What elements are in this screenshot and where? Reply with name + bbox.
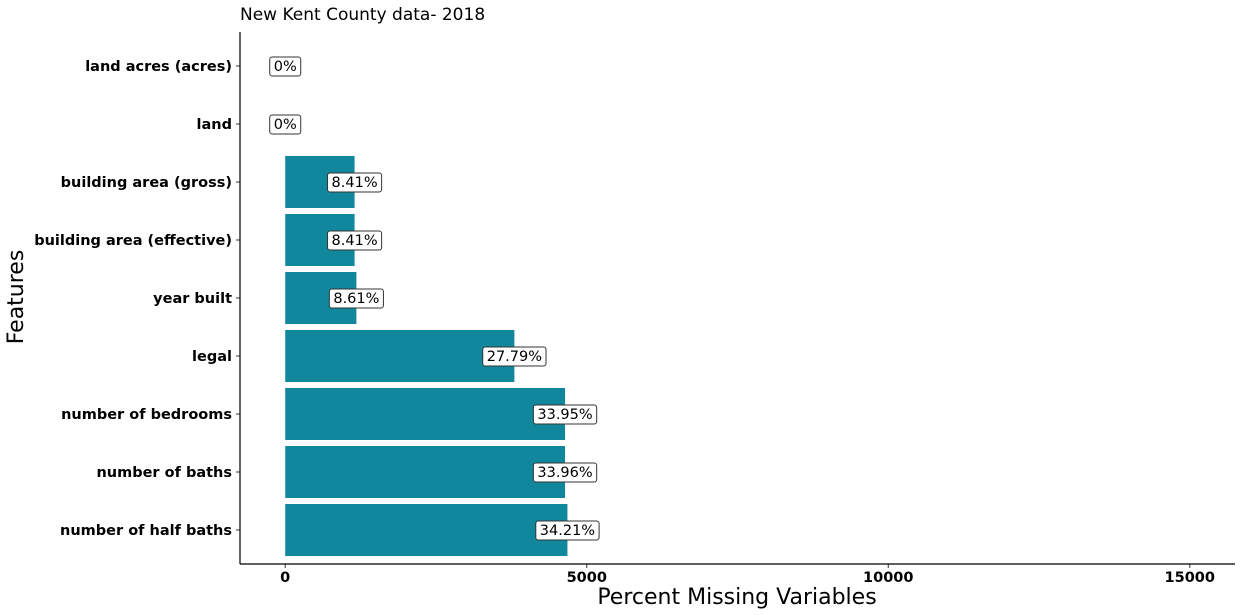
chart-title: New Kent County data- 2018 <box>240 5 485 25</box>
x-tick-label: 5000 <box>567 570 607 586</box>
category-label: building area (effective) <box>34 233 232 249</box>
data-label: 33.96% <box>532 462 598 483</box>
data-label: 0% <box>269 56 302 77</box>
data-label-box <box>532 462 598 483</box>
bar <box>285 388 566 440</box>
x-axis-title: Percent Missing Variables <box>597 585 876 610</box>
data-label-box <box>328 288 384 309</box>
data-label-box <box>269 114 302 135</box>
data-label: 8.41% <box>327 172 383 193</box>
bar <box>285 330 515 382</box>
bar <box>285 446 566 498</box>
data-labels: 0% 0% 8.41% 8.41% 8.61% 27.79% 33.95% 33.96% 34.… <box>269 56 600 541</box>
data-label-text: 0% <box>274 117 297 133</box>
category-label: legal <box>192 349 232 365</box>
data-label-box <box>532 404 598 425</box>
bar <box>285 504 568 556</box>
data-label-box <box>269 56 302 77</box>
data-label: 33.95% <box>532 404 598 425</box>
category-label: number of half baths <box>60 523 232 539</box>
x-tick-label: 10000 <box>863 570 913 586</box>
category-label: year built <box>153 291 232 307</box>
data-label-box <box>535 520 600 541</box>
data-label-box <box>327 230 383 251</box>
data-label: 27.79% <box>482 346 547 367</box>
data-label: 8.61% <box>328 288 384 309</box>
data-label-text: 27.79% <box>487 349 542 365</box>
bars-group <box>285 156 568 556</box>
data-label-text: 33.96% <box>537 465 592 481</box>
category-label: building area (gross) <box>61 175 232 191</box>
data-label-text: 0% <box>274 59 297 75</box>
data-label-box <box>327 172 383 193</box>
data-label-text: 34.21% <box>540 523 595 539</box>
data-label-text: 33.95% <box>537 407 592 423</box>
x-tick-label: 15000 <box>1165 570 1215 586</box>
category-label: land <box>197 117 232 133</box>
data-label-text: 8.41% <box>332 233 378 249</box>
y-axis-title: Features <box>4 250 29 345</box>
data-label: 34.21% <box>535 520 600 541</box>
category-label: land acres (acres) <box>85 59 232 75</box>
data-label: 8.41% <box>327 230 383 251</box>
category-label: number of baths <box>96 465 232 481</box>
data-label-box <box>482 346 547 367</box>
data-label-text: 8.61% <box>333 291 379 307</box>
data-label: 0% <box>269 114 302 135</box>
data-label-text: 8.41% <box>332 175 378 191</box>
category-label: number of bedrooms <box>61 407 232 423</box>
category-labels: land acres (acres) land building area (gro… <box>34 59 240 539</box>
x-axis-ticks: 0 5000 10000 15000 <box>280 564 1215 586</box>
x-tick-label: 0 <box>280 570 290 586</box>
